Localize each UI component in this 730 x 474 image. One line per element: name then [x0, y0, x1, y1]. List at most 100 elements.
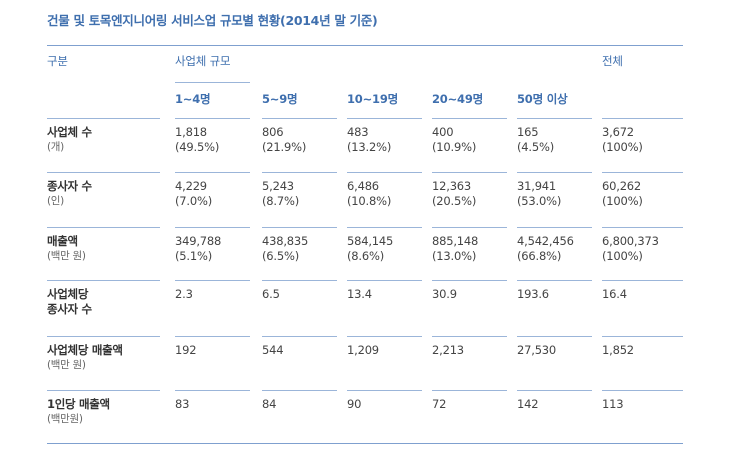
cell-percent: (8.7%) [262, 194, 299, 208]
cell-percent: (8.6%) [347, 249, 384, 263]
row-separator [517, 227, 592, 228]
row-label: 매출액 (백만 원) [47, 234, 86, 264]
row-label-text: 매출액 [47, 234, 78, 248]
table-cell: 6,800,373 (100%) [602, 234, 659, 264]
table-cell: 5,243 (8.7%) [262, 179, 299, 209]
row-separator [175, 280, 250, 281]
row-label: 사업체당 매출액 (백만 원) [47, 343, 123, 373]
table-cell: 142 [517, 397, 539, 412]
row-separator [47, 280, 160, 281]
cell-value: 4,229 [175, 179, 207, 193]
row-unit: (개) [47, 141, 64, 153]
cell-value: 438,835 [262, 234, 309, 248]
row-separator [347, 280, 422, 281]
header-size-50plus: 50명 이상 [517, 92, 568, 106]
table-cell: 6,486 (10.8%) [347, 179, 391, 209]
row-separator [347, 336, 422, 337]
row-separator [175, 336, 250, 337]
row-unit: (백만원) [47, 413, 83, 425]
row-separator [517, 280, 592, 281]
cell-value: 60,262 [602, 179, 642, 193]
cell-value: 1,818 [175, 125, 207, 139]
cell-value: 113 [602, 397, 624, 411]
row-unit: (백만 원) [47, 250, 86, 262]
table-cell: 4,542,456 (66.8%) [517, 234, 574, 264]
cell-percent: (21.9%) [262, 140, 307, 154]
cell-value: 3,672 [602, 125, 634, 139]
cell-value: 349,788 [175, 234, 222, 248]
cell-percent: (100%) [602, 140, 643, 154]
cell-value: 6.5 [262, 287, 280, 301]
table-cell: 584,145 (8.6%) [347, 234, 393, 264]
cell-percent: (13.0%) [432, 249, 477, 263]
cell-value: 142 [517, 397, 539, 411]
cell-percent: (10.8%) [347, 194, 392, 208]
cell-value: 4,542,456 [517, 234, 574, 248]
row-label: 사업체 수 (개) [47, 125, 92, 155]
row-separator [517, 390, 592, 391]
table-cell: 16.4 [602, 287, 627, 302]
table-cell: 2,213 [432, 343, 464, 358]
table-cell: 72 [432, 397, 446, 412]
cell-value: 12,363 [432, 179, 472, 193]
header-size-1-4: 1~4명 [175, 92, 211, 106]
row-separator [47, 227, 160, 228]
row-separator [347, 227, 422, 228]
cell-value: 1,209 [347, 343, 379, 357]
cell-value: 83 [175, 397, 190, 411]
cell-percent: (4.5%) [517, 140, 554, 154]
table-cell: 27,530 [517, 343, 556, 358]
cell-value: 6,800,373 [602, 234, 659, 248]
table-cell: 31,941 (53.0%) [517, 179, 561, 209]
table-cell: 12,363 (20.5%) [432, 179, 476, 209]
cell-value: 90 [347, 397, 362, 411]
table-cell: 1,852 [602, 343, 634, 358]
row-separator [262, 280, 337, 281]
cell-value: 16.4 [602, 287, 627, 301]
row-separator [262, 118, 337, 119]
row-separator [175, 390, 250, 391]
cell-percent: (6.5%) [262, 249, 299, 263]
row-label-text: 사업체 수 [47, 125, 92, 139]
row-separator [432, 172, 507, 173]
table-cell: 30.9 [432, 287, 457, 302]
cell-value: 165 [517, 125, 539, 139]
cell-value: 584,145 [347, 234, 394, 248]
table-cell: 193.6 [517, 287, 549, 302]
row-unit: (백만 원) [47, 359, 86, 371]
header-total: 전체 [602, 54, 623, 68]
row-unit: (인) [47, 195, 64, 207]
cell-percent: (49.5%) [175, 140, 220, 154]
row-label-text-2: 종사자 수 [47, 302, 92, 316]
table-cell: 90 [347, 397, 361, 412]
table-cell: 3,672 (100%) [602, 125, 643, 155]
row-separator [432, 390, 507, 391]
size-group-rule [175, 82, 250, 83]
row-separator [175, 172, 250, 173]
row-separator [602, 172, 683, 173]
table-cell: 6.5 [262, 287, 280, 302]
row-separator [262, 390, 337, 391]
table-cell: 885,148 (13.0%) [432, 234, 478, 264]
header-size-group: 사업체 규모 [175, 54, 231, 68]
table-cell: 165 (4.5%) [517, 125, 554, 155]
table-cell: 4,229 (7.0%) [175, 179, 212, 209]
row-separator [602, 118, 683, 119]
row-separator [517, 172, 592, 173]
cell-value: 483 [347, 125, 369, 139]
cell-percent: (100%) [602, 194, 643, 208]
cell-value: 27,530 [517, 343, 557, 357]
row-label: 종사자 수 (인) [47, 179, 92, 209]
cell-percent: (5.1%) [175, 249, 212, 263]
row-separator [175, 227, 250, 228]
row-separator [47, 172, 160, 173]
cell-percent: (10.9%) [432, 140, 477, 154]
cell-value: 885,148 [432, 234, 479, 248]
row-separator [47, 336, 160, 337]
table-cell: 806 (21.9%) [262, 125, 306, 155]
cell-percent: (53.0%) [517, 194, 562, 208]
table-cell: 13.4 [347, 287, 372, 302]
row-separator [517, 336, 592, 337]
cell-value: 1,852 [602, 343, 634, 357]
row-separator [347, 118, 422, 119]
